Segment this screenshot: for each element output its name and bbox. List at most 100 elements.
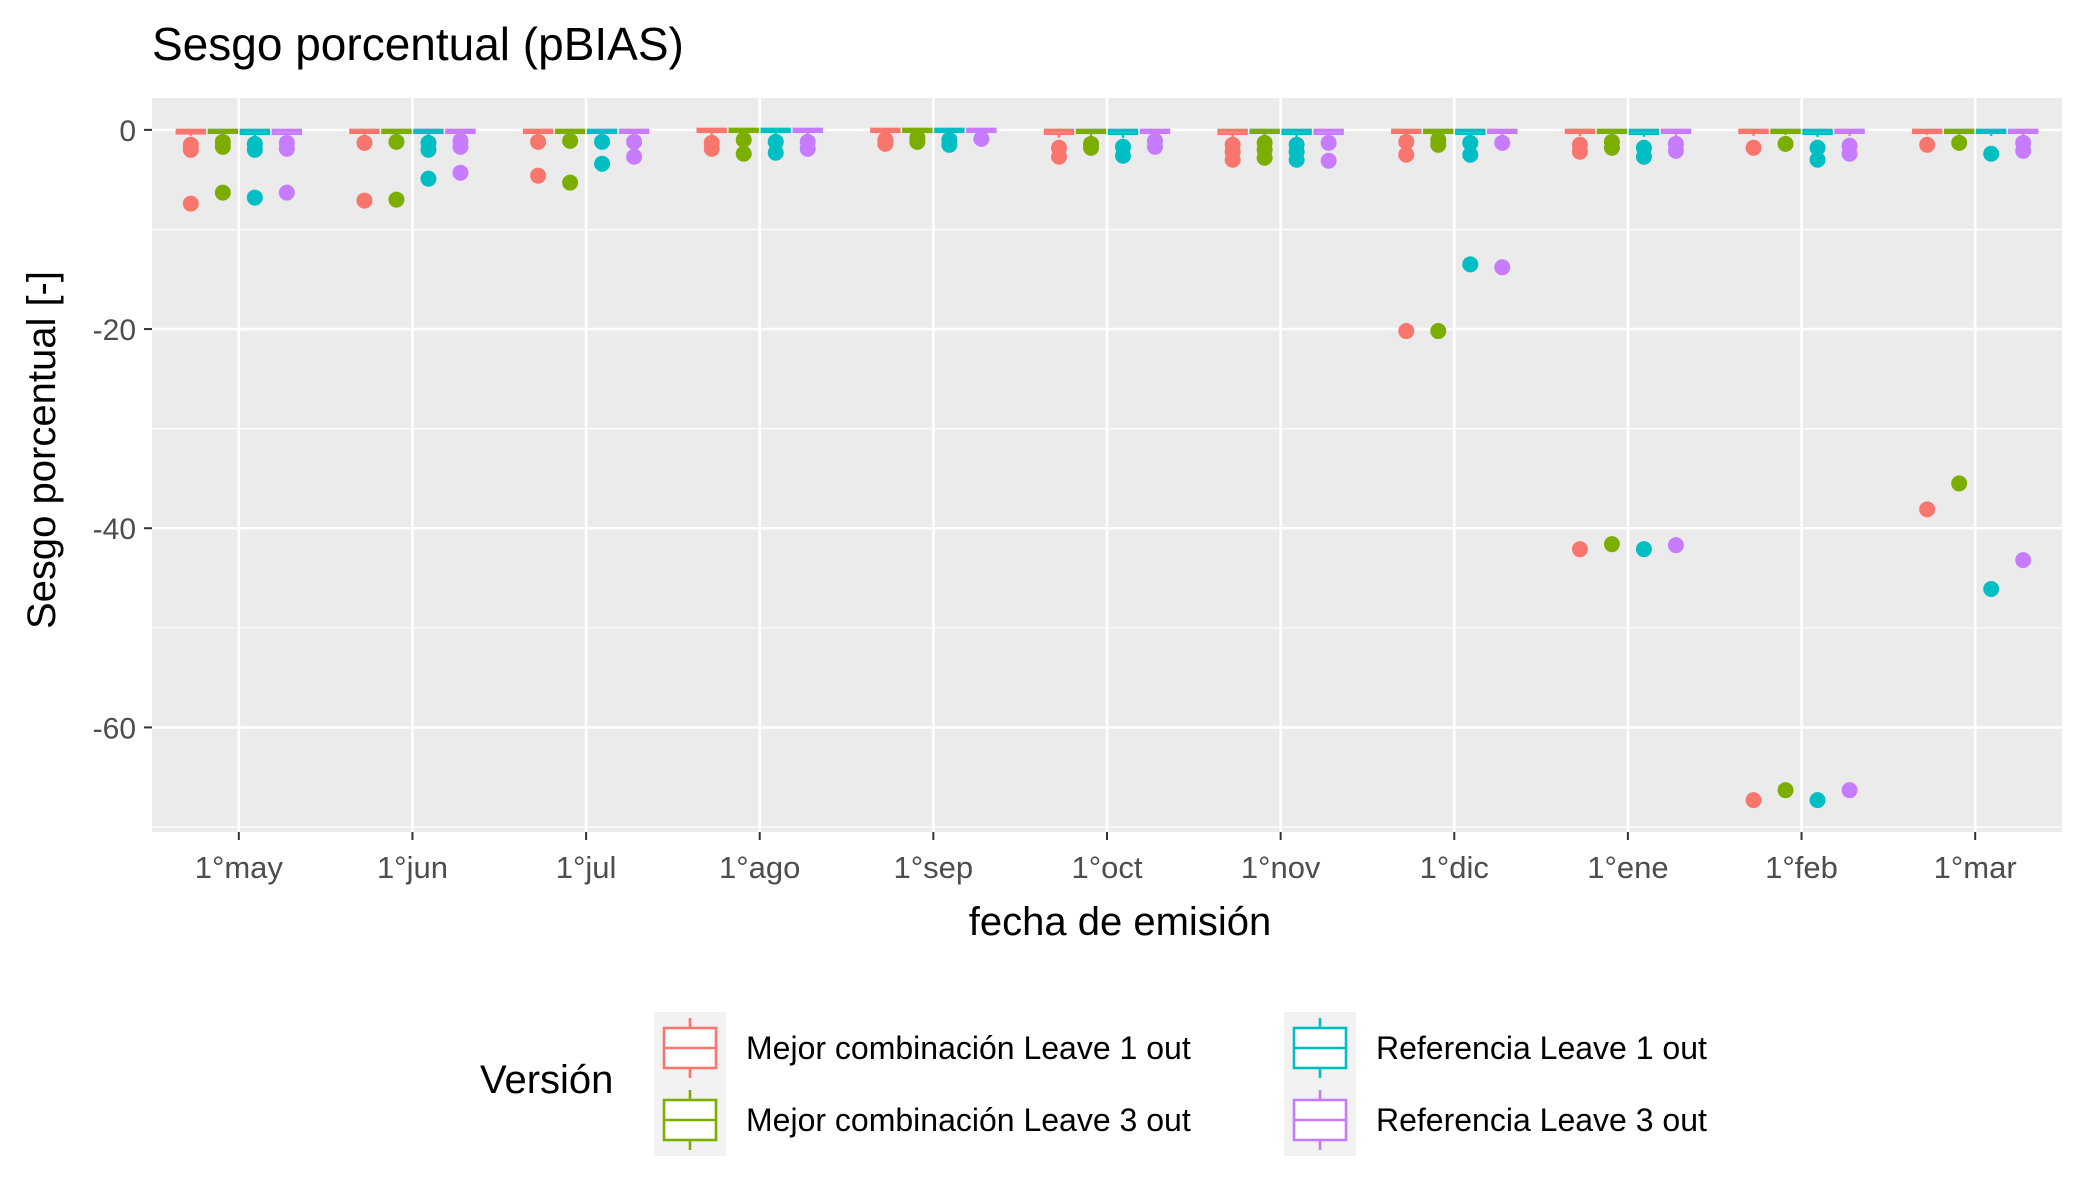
outlier-point	[1288, 136, 1305, 153]
outlier-point	[1147, 132, 1163, 149]
outlier-point	[1841, 137, 1858, 154]
boxplot	[1834, 128, 1865, 799]
outlier-point	[1745, 792, 1762, 809]
boxplot	[1313, 128, 1344, 169]
outlier-point	[530, 167, 547, 184]
outlier-point	[735, 145, 752, 162]
outlier-point	[941, 131, 958, 148]
legend-label: Mejor combinación Leave 1 out	[746, 1030, 1191, 1066]
y-tick-label: -60	[93, 712, 136, 745]
chart-title: Sesgo porcentual (pBIAS)	[152, 18, 684, 70]
boxplot	[792, 127, 823, 157]
outlier-point	[1462, 256, 1479, 273]
boxplot	[1738, 128, 1769, 809]
boxplot	[1217, 128, 1248, 168]
boxplot	[902, 127, 933, 150]
outlier-point	[1603, 536, 1620, 553]
outlier-point	[562, 132, 579, 149]
outlier-point	[1398, 133, 1415, 150]
outlier-point	[594, 155, 611, 172]
outlier-point	[1919, 501, 1936, 518]
x-tick-label: 1°jul	[556, 850, 617, 885]
boxplot	[966, 127, 997, 147]
boxplot	[586, 128, 618, 172]
y-tick-label: 0	[119, 115, 136, 148]
legend-item: Mejor combinación Leave 3 out	[654, 1084, 1191, 1156]
outlier-point	[1571, 541, 1588, 558]
outlier-point	[1224, 136, 1241, 153]
outlier-point	[1256, 134, 1273, 151]
outlier-point	[2015, 552, 2032, 569]
outlier-point	[1462, 134, 1479, 151]
x-tick-label: 1°may	[195, 850, 284, 885]
outlier-point	[1398, 323, 1415, 340]
boxplot	[1660, 128, 1692, 554]
boxplot	[934, 127, 965, 153]
outlier-point	[1462, 146, 1479, 163]
legend: Versión Mejor combinación Leave 1 out Mej…	[480, 1012, 1707, 1156]
outlier-point	[356, 134, 373, 151]
outlier-point	[877, 131, 894, 148]
boxplot	[728, 127, 759, 162]
boxplot	[207, 128, 239, 201]
axes: 0 -20 -40 -60 1°may 1°jun 1°jul 1°ago 1°sep 1°oct…	[93, 115, 2017, 885]
outlier-point	[356, 192, 373, 209]
outlier-point	[1494, 134, 1511, 151]
legend-label: Mejor combinación Leave 3 out	[746, 1102, 1191, 1138]
outlier-point	[1051, 139, 1067, 156]
boxplot	[1075, 128, 1107, 156]
boxplot	[1596, 128, 1628, 553]
outlier-point	[1430, 131, 1447, 148]
boxplot	[1249, 128, 1280, 166]
x-tick-label: 1°dic	[1420, 850, 1489, 885]
outlier-point	[767, 133, 784, 150]
boxplot	[1391, 128, 1422, 340]
outlier-point	[1809, 151, 1826, 168]
outlier-point	[2015, 134, 2032, 151]
boxplot	[1423, 128, 1454, 340]
outlier-point	[735, 131, 752, 148]
x-tick-label: 1°nov	[1241, 850, 1321, 885]
outlier-point	[246, 135, 263, 152]
outlier-point	[182, 136, 199, 153]
boxplot	[413, 128, 444, 187]
outlier-point	[214, 133, 231, 150]
outlier-point	[1398, 146, 1415, 163]
x-tick-label: 1°feb	[1765, 850, 1838, 885]
outlier-point	[1777, 135, 1794, 152]
x-tick-label: 1°mar	[1934, 850, 2017, 885]
outlier-point	[909, 129, 926, 146]
outlier-point	[214, 184, 231, 201]
outlier-point	[278, 134, 295, 151]
outlier-point	[452, 132, 469, 149]
boxplot	[696, 127, 727, 157]
boxplot	[2007, 128, 2039, 569]
outlier-point	[1571, 136, 1588, 153]
outlier-point	[1430, 323, 1447, 340]
outlier-point	[1635, 541, 1652, 558]
boxplot	[271, 128, 303, 201]
boxplot	[1628, 128, 1660, 558]
boxplot	[618, 128, 650, 165]
boxplot	[445, 128, 476, 181]
outlier-point	[246, 189, 263, 206]
boxplot	[1943, 128, 1975, 492]
outlier-point	[452, 164, 469, 181]
outlier-point	[1777, 782, 1794, 799]
outlier-point	[1667, 537, 1684, 554]
boxplot	[175, 128, 207, 212]
x-tick-label: 1°ago	[719, 850, 800, 885]
boxplot	[239, 128, 271, 206]
boxplot	[1564, 128, 1596, 558]
boxplot	[1107, 128, 1139, 164]
outlier-point	[388, 133, 405, 150]
outlier-point	[420, 170, 437, 187]
legend-label: Referencia Leave 3 out	[1376, 1102, 1707, 1138]
outlier-point	[1745, 139, 1762, 156]
plot-marks	[175, 127, 2039, 809]
outlier-point	[1951, 134, 1968, 151]
outlier-point	[1320, 152, 1337, 169]
outlier-point	[182, 195, 199, 212]
outlier-point	[530, 133, 547, 150]
boxplot	[349, 128, 380, 209]
